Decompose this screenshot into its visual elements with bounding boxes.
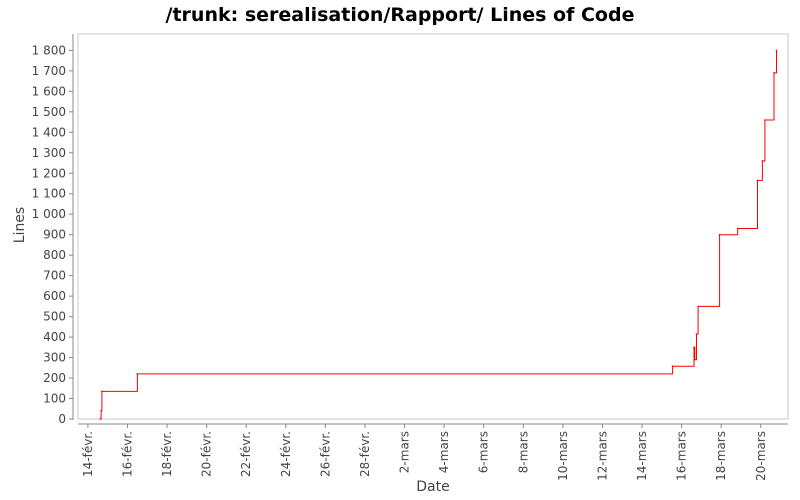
data-point xyxy=(100,410,102,412)
x-tick-label: 16-mars xyxy=(675,431,689,481)
x-tick-label: 20-mars xyxy=(754,431,768,481)
y-tick-label: 600 xyxy=(43,289,66,303)
y-tick-label: 1 800 xyxy=(32,43,66,57)
series-layer xyxy=(99,49,778,420)
x-tick-label: 22-févr. xyxy=(239,431,253,477)
x-tick-label: 4-mars xyxy=(437,431,451,473)
x-tick-label: 18-févr. xyxy=(160,431,174,477)
y-tick-label: 1 000 xyxy=(32,207,66,221)
y-tick-label: 700 xyxy=(43,269,66,283)
y-tick-label: 100 xyxy=(43,392,66,406)
x-ticks: 14-févr. 16-févr. 18-févr. 20-févr. 22-févr.… xyxy=(81,424,768,481)
plot-area-frame xyxy=(77,33,789,420)
y-tick-label: 400 xyxy=(43,330,66,344)
x-tick-label: 14-mars xyxy=(635,431,649,481)
y-tick-label: 900 xyxy=(43,228,66,242)
x-tick-label: 26-févr. xyxy=(318,431,332,477)
y-tick-label: 200 xyxy=(43,371,66,385)
data-point xyxy=(697,305,699,308)
y-ticks: 0 100 200 300 400 500 600 700 800 900 1 000 1 100 1 … xyxy=(32,43,73,426)
x-tick-label: 2-mars xyxy=(398,431,412,473)
y-tick-label: 1 700 xyxy=(32,64,66,78)
data-point xyxy=(695,333,698,335)
data-point xyxy=(99,418,102,420)
data-point xyxy=(775,49,778,52)
data-point xyxy=(101,390,103,393)
y-tick-label: 300 xyxy=(43,351,66,365)
data-point xyxy=(736,227,739,230)
data-point xyxy=(773,72,775,74)
data-point xyxy=(764,119,766,121)
series-line xyxy=(100,50,777,420)
y-axis-label: Lines xyxy=(12,207,28,243)
x-tick-label: 14-févr. xyxy=(81,431,95,477)
y-tick-label: 1 200 xyxy=(32,166,66,180)
chart-title: /trunk: serealisation/Rapport/ Lines of … xyxy=(166,4,635,26)
x-tick-label: 28-févr. xyxy=(358,431,372,477)
data-point xyxy=(136,373,139,375)
y-tick-label: 0 xyxy=(58,412,66,426)
data-point xyxy=(761,160,764,162)
x-tick-label: 8-mars xyxy=(516,431,530,473)
data-point xyxy=(694,358,696,361)
data-point xyxy=(671,365,674,367)
x-tick-label: 12-mars xyxy=(595,431,609,481)
y-tick-label: 500 xyxy=(43,310,66,324)
x-tick-label: 16-févr. xyxy=(120,431,134,477)
x-axis-label: Date xyxy=(416,479,449,495)
x-tick-label: 24-févr. xyxy=(279,431,293,477)
x-tick-label: 10-mars xyxy=(556,431,570,481)
y-tick-label: 1 500 xyxy=(32,105,66,119)
data-point xyxy=(718,233,721,236)
y-tick-label: 1 600 xyxy=(32,84,66,98)
x-tick-label: 20-févr. xyxy=(200,431,214,477)
y-tick-label: 800 xyxy=(43,248,66,262)
y-tick-label: 1 100 xyxy=(32,187,66,201)
x-tick-label: 18-mars xyxy=(714,431,728,481)
y-tick-label: 1 300 xyxy=(32,146,66,160)
data-point xyxy=(693,346,695,349)
y-tick-label: 1 400 xyxy=(32,125,66,139)
x-tick-label: 6-mars xyxy=(477,431,491,473)
data-point xyxy=(756,179,759,182)
